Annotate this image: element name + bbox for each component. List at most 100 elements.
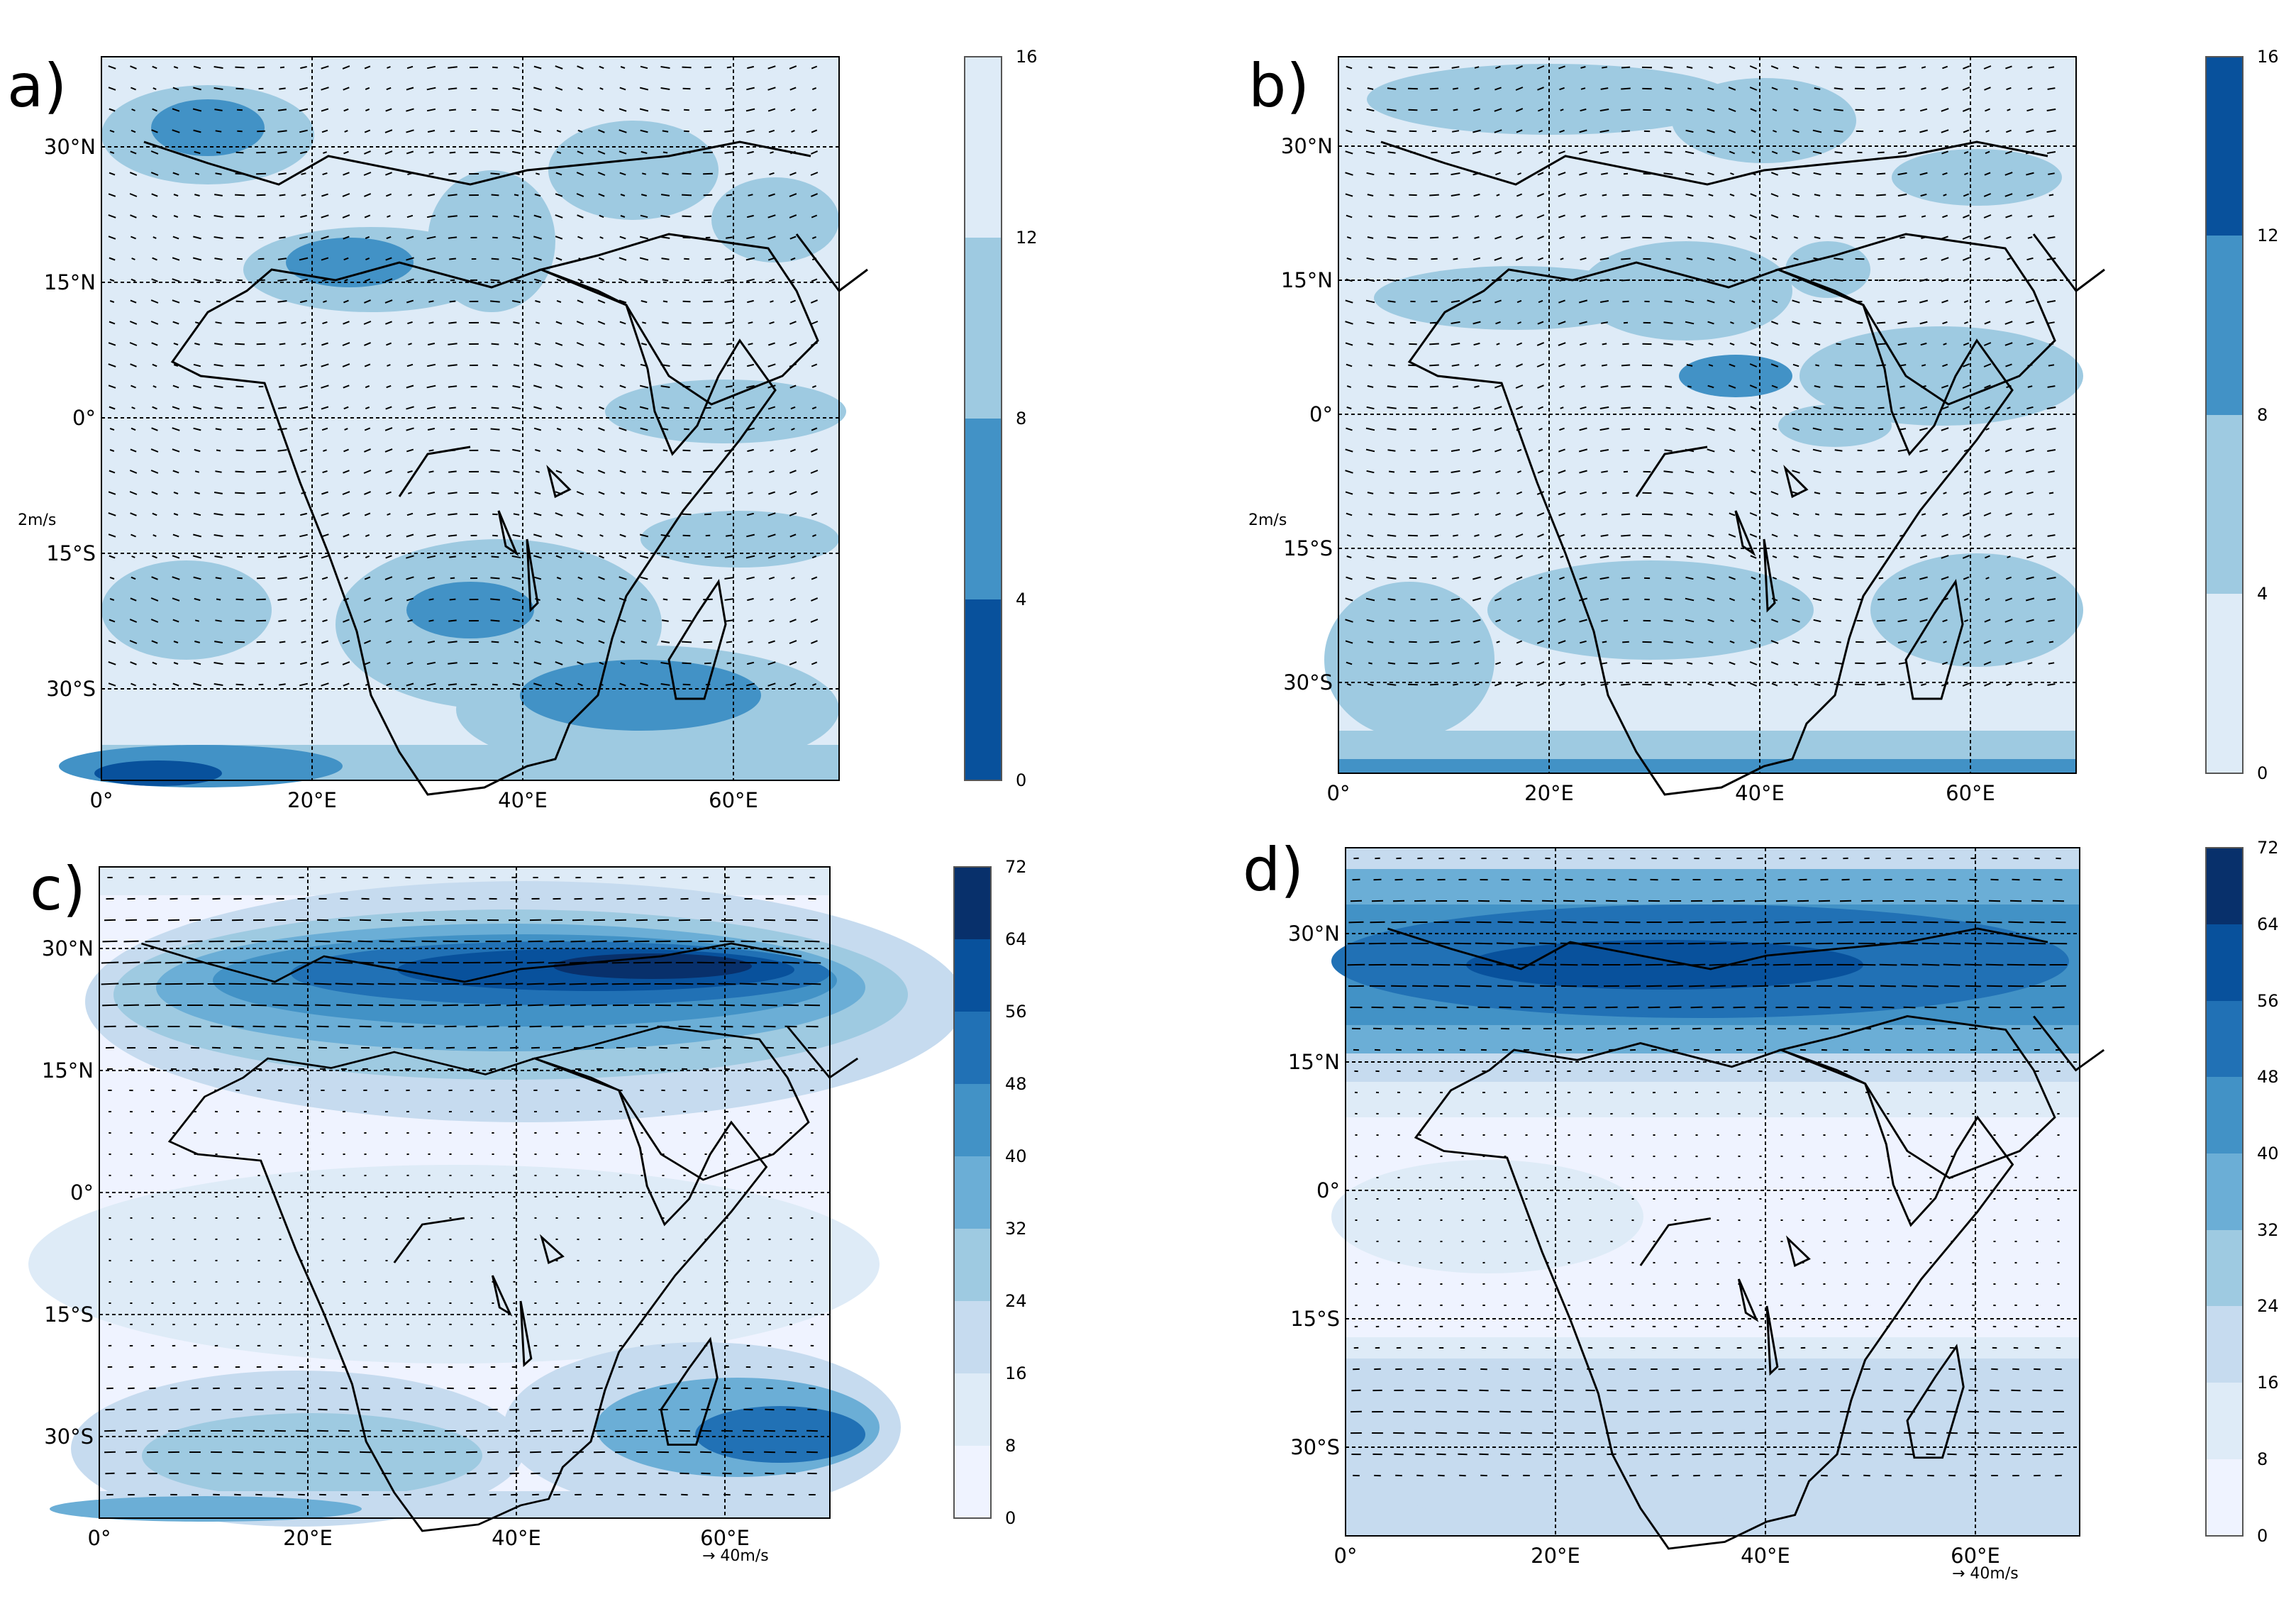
svg-text:20°E: 20°E: [1531, 1544, 1580, 1568]
svg-text:30°S: 30°S: [1283, 670, 1333, 695]
svg-text:15°N: 15°N: [42, 1058, 94, 1083]
svg-text:56: 56: [2257, 991, 2279, 1011]
wind-vector-field: [101, 876, 821, 1496]
latitude-labels: 30°N 15°N 0° 15°S 30°S: [1281, 134, 1333, 695]
svg-text:0°: 0°: [1327, 781, 1351, 805]
longitude-labels: 0° 20°E 40°E 60°E: [1334, 1544, 2000, 1568]
svg-text:48: 48: [2257, 1067, 2279, 1087]
svg-text:15°N: 15°N: [1288, 1050, 1340, 1074]
panel-label: d): [1243, 835, 1304, 904]
svg-text:8: 8: [2257, 1449, 2268, 1469]
latitude-labels: 30°N 15°N 0° 15°S 30°S: [42, 936, 94, 1449]
svg-text:40°E: 40°E: [492, 1526, 541, 1550]
wind-vector-field: [1347, 857, 2068, 1477]
svg-text:32: 32: [1005, 1219, 1027, 1239]
svg-text:15°S: 15°S: [46, 541, 96, 565]
svg-text:20°E: 20°E: [1524, 781, 1574, 805]
panel-label: a): [7, 51, 67, 121]
svg-text:8: 8: [1016, 409, 1026, 428]
wind-vectors: [101, 876, 821, 1496]
panel-label: b): [1248, 51, 1309, 121]
svg-text:72: 72: [2257, 838, 2279, 858]
wind-vectors: [1347, 857, 2068, 1477]
svg-text:0°: 0°: [70, 1180, 94, 1205]
svg-text:24: 24: [1005, 1291, 1027, 1311]
svg-text:0°: 0°: [1334, 1544, 1358, 1568]
svg-text:20°E: 20°E: [283, 1526, 333, 1550]
shading: [1324, 64, 2083, 773]
svg-text:15°N: 15°N: [44, 270, 96, 294]
quiver-key: → 40m/s: [702, 1547, 769, 1565]
svg-text:30°N: 30°N: [1288, 922, 1340, 946]
svg-text:60°E: 60°E: [1951, 1544, 2000, 1568]
latitude-labels: 30°N 15°N 0° 15°S 30°S: [44, 135, 96, 701]
svg-text:8: 8: [2257, 405, 2268, 425]
svg-text:15°S: 15°S: [1283, 536, 1333, 560]
svg-text:64: 64: [2257, 914, 2279, 934]
svg-text:20°E: 20°E: [287, 788, 337, 812]
panel-b: b) 0° 20°E 40°E 60°E 30°N 15°N 0° 15°S 3…: [1248, 47, 2279, 805]
longitude-labels: 0° 20°E 40°E 60°E: [88, 1526, 750, 1550]
svg-text:12: 12: [1016, 228, 1038, 248]
colorbar: 0 4 8 12 16: [964, 47, 1038, 790]
wind-vector-field: [108, 65, 819, 687]
svg-text:4: 4: [2257, 584, 2268, 604]
svg-text:40°E: 40°E: [1735, 781, 1785, 805]
panel-a: a) 0° 20°E 40°E 60°E 30°N 15°N 0° 15°S 3…: [7, 47, 1038, 812]
svg-text:0°: 0°: [1316, 1178, 1340, 1202]
svg-text:30°S: 30°S: [44, 1424, 94, 1449]
wind-vectors: [108, 65, 819, 687]
svg-text:4: 4: [1016, 590, 1026, 609]
svg-text:48: 48: [1005, 1074, 1027, 1094]
gridlines: [1338, 57, 2076, 773]
gridlines: [1346, 848, 2080, 1536]
svg-text:60°E: 60°E: [709, 788, 758, 812]
svg-text:0°: 0°: [1309, 402, 1333, 426]
svg-text:0: 0: [2257, 763, 2268, 783]
svg-text:64: 64: [1005, 929, 1027, 949]
svg-text:16: 16: [1005, 1363, 1027, 1383]
svg-text:16: 16: [2257, 1373, 2279, 1393]
svg-text:40: 40: [2257, 1144, 2279, 1163]
svg-text:0: 0: [1005, 1508, 1016, 1528]
svg-text:30°S: 30°S: [1290, 1435, 1340, 1459]
wind-vectors: [1345, 65, 2056, 687]
wind-vector-field: [1345, 65, 2056, 687]
gridlines: [101, 57, 839, 780]
svg-text:60°E: 60°E: [700, 1526, 750, 1550]
svg-text:0: 0: [2257, 1526, 2268, 1546]
panel-c: c) 0° 20°E 40°E 60°E 30°N 15°N 0° 15°S 3…: [28, 854, 1027, 1565]
colorbar: 0 8 16 24 32 40 48 56 64 72: [2205, 838, 2279, 1546]
colorbar: 0 8 16 24 32 40 48 56 64 72: [953, 857, 1027, 1528]
svg-text:40: 40: [1005, 1146, 1027, 1166]
svg-text:12: 12: [2257, 226, 2279, 245]
svg-text:16: 16: [1016, 47, 1038, 67]
svg-text:15°S: 15°S: [1290, 1307, 1340, 1331]
quiver-key: → 40m/s: [1952, 1565, 2019, 1583]
gridlines: [99, 867, 830, 1518]
panel-label: c): [30, 854, 86, 924]
svg-text:24: 24: [2257, 1296, 2279, 1316]
latitude-labels: 30°N 15°N 0° 15°S 30°S: [1288, 922, 1340, 1459]
svg-text:30°N: 30°N: [44, 135, 96, 159]
longitude-labels: 0° 20°E 40°E 60°E: [90, 788, 758, 812]
colorbar: 0 4 8 12 16: [2205, 47, 2279, 783]
svg-text:0°: 0°: [72, 406, 96, 430]
svg-text:40°E: 40°E: [498, 788, 548, 812]
svg-text:30°N: 30°N: [1281, 134, 1333, 158]
svg-text:30°S: 30°S: [46, 677, 96, 701]
svg-text:56: 56: [1005, 1002, 1027, 1022]
longitude-labels: 0° 20°E 40°E 60°E: [1327, 781, 1995, 805]
svg-text:60°E: 60°E: [1946, 781, 1995, 805]
svg-text:8: 8: [1005, 1436, 1016, 1456]
svg-text:30°N: 30°N: [42, 936, 94, 961]
panel-d: d) 0° 20°E 40°E 60°E 30°N 15°N 0° 15°S 3…: [1243, 835, 2279, 1583]
quiver-key: 2m/s: [1248, 511, 1287, 529]
svg-text:15°N: 15°N: [1281, 268, 1333, 292]
svg-text:40°E: 40°E: [1741, 1544, 1790, 1568]
svg-text:0°: 0°: [88, 1526, 111, 1550]
svg-text:72: 72: [1005, 857, 1027, 877]
svg-text:0: 0: [1016, 770, 1026, 790]
svg-text:32: 32: [2257, 1220, 2279, 1240]
